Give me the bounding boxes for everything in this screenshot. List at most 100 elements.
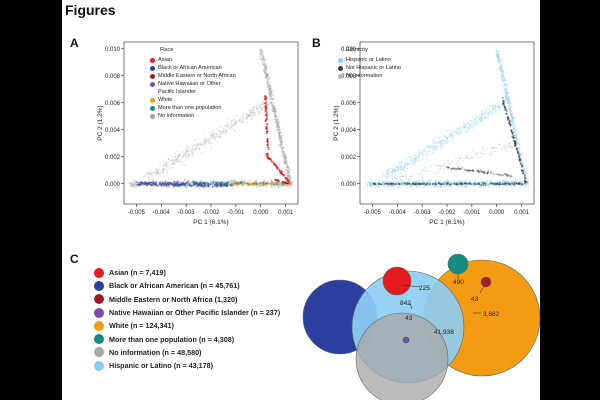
scatter-point — [273, 107, 275, 110]
scatter-point — [213, 136, 216, 138]
scatter-point — [236, 125, 238, 128]
scatter-point — [501, 180, 504, 183]
scatter-point — [287, 166, 289, 169]
scatter-point — [166, 186, 169, 189]
scatter-point — [447, 159, 449, 162]
scatter-point — [234, 180, 236, 183]
scatter-point — [509, 103, 512, 106]
scatter-point — [289, 177, 291, 180]
scatter-point — [472, 122, 475, 124]
scatter-point — [260, 50, 262, 53]
scatter-point — [399, 164, 402, 167]
scatter-point — [414, 161, 417, 163]
scatter-point — [480, 109, 483, 112]
scatter-point — [280, 140, 282, 143]
scatter-point — [503, 144, 506, 147]
scatter-point — [255, 186, 258, 188]
scatter-point — [449, 132, 452, 135]
scatter-point — [233, 179, 235, 182]
scatter-point — [515, 138, 517, 141]
scatter-point — [497, 56, 500, 58]
scatter-point — [268, 87, 271, 90]
scatter-point — [427, 146, 430, 149]
scatter-point — [502, 69, 505, 71]
scatter-point — [266, 73, 268, 76]
scatter-point — [398, 165, 401, 168]
scatter-point — [253, 111, 255, 114]
panel-b-legend: Ethnicity Hispanic or Latino Not Hispanic… — [338, 46, 401, 80]
scatter-point — [247, 115, 250, 118]
scatter-point — [275, 115, 277, 117]
scatter-point — [182, 184, 184, 187]
scatter-point — [287, 170, 289, 173]
scatter-point — [486, 172, 488, 175]
legend-entry: More than one population — [150, 104, 236, 112]
scatter-point — [423, 150, 425, 153]
scatter-point — [263, 63, 265, 66]
scatter-point — [412, 183, 415, 185]
scatter-point — [230, 179, 233, 182]
scatter-point — [271, 107, 274, 110]
scatter-point — [263, 179, 266, 182]
scatter-point — [482, 171, 485, 174]
scatter-point — [273, 107, 275, 110]
scatter-point — [382, 182, 385, 184]
scatter-point — [271, 184, 273, 187]
scatter-point — [495, 185, 498, 187]
scatter-point — [520, 160, 523, 163]
scatter-point — [403, 183, 405, 186]
scatter-point — [480, 181, 483, 183]
scatter-point — [507, 145, 510, 147]
scatter-point — [202, 139, 205, 141]
scatter-point — [276, 119, 279, 122]
scatter-point — [509, 107, 512, 110]
scatter-point — [185, 150, 188, 153]
scatter-point — [291, 181, 294, 184]
scatter-point — [180, 160, 183, 163]
scatter-point — [500, 69, 503, 72]
scatter-point — [387, 184, 390, 187]
scatter-point — [133, 186, 136, 189]
scatter-point — [415, 155, 418, 157]
scatter-point — [148, 182, 150, 185]
scatter-point — [283, 152, 286, 155]
scatter-point — [404, 184, 406, 187]
scatter-point — [447, 129, 449, 132]
scatter-point — [168, 158, 170, 161]
scatter-point — [498, 60, 500, 63]
scatter-point — [394, 180, 397, 183]
scatter-point — [418, 182, 421, 185]
scatter-point — [476, 116, 479, 118]
scatter-point — [489, 105, 491, 107]
scatter-point — [273, 105, 275, 108]
scatter-point — [497, 105, 499, 108]
scatter-point — [463, 182, 466, 184]
scatter-point — [451, 182, 454, 184]
scatter-point — [503, 79, 505, 82]
scatter-point — [273, 109, 276, 112]
scatter-point — [418, 180, 421, 183]
scatter-point — [485, 110, 487, 112]
x-tick-label: -0.003 — [414, 210, 432, 216]
scatter-point — [496, 52, 499, 54]
scatter-point — [479, 169, 482, 172]
scatter-point — [483, 112, 486, 115]
scatter-point — [145, 173, 148, 176]
scatter-point — [165, 165, 168, 168]
scatter-point — [132, 184, 135, 187]
scatter-point — [511, 114, 513, 117]
scatter-point — [483, 112, 486, 114]
scatter-point — [504, 183, 506, 186]
scatter-point — [274, 112, 277, 115]
scatter-point — [274, 120, 277, 123]
scatter-point — [498, 54, 500, 56]
scatter-point — [284, 162, 286, 165]
scatter-point — [497, 54, 499, 57]
scatter-point — [187, 148, 190, 151]
scatter-point — [498, 62, 501, 65]
scatter-point — [178, 180, 181, 183]
scatter-point — [489, 183, 492, 185]
scatter-point — [276, 119, 279, 122]
scatter-point — [269, 88, 271, 91]
scatter-point — [518, 154, 520, 156]
